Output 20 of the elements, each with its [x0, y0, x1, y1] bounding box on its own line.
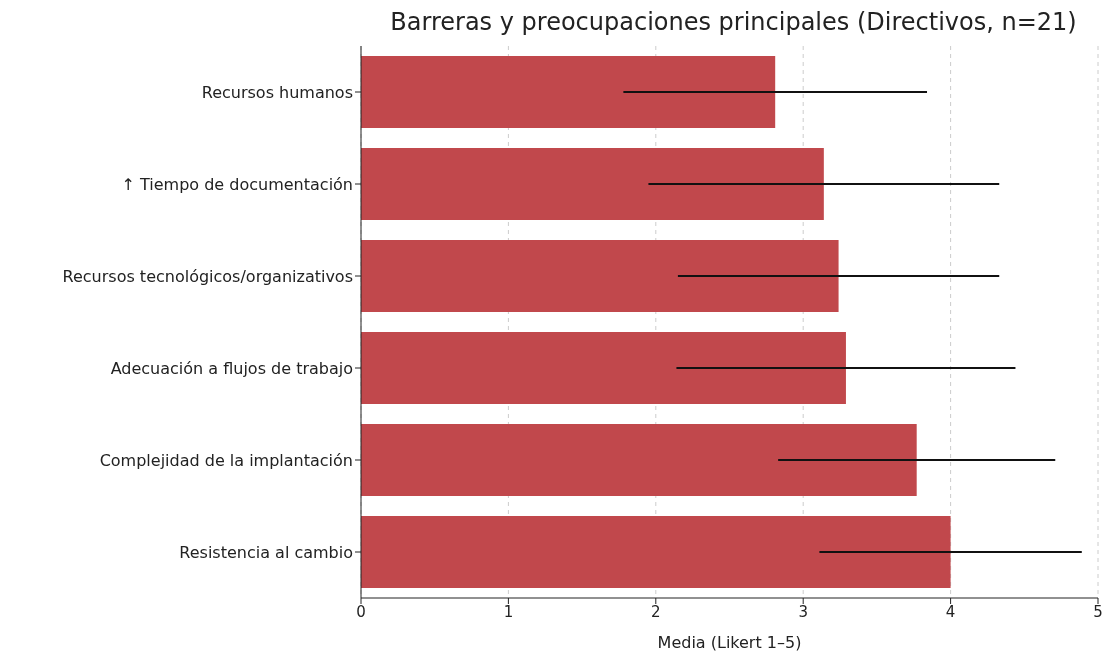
- bar: [361, 148, 824, 221]
- bar: [361, 332, 846, 405]
- y-tick-label: Recursos tecnológicos/organizativos: [62, 266, 353, 286]
- bar: [361, 240, 839, 313]
- x-tick-label: 5: [1093, 602, 1103, 621]
- x-tick-label: 2: [651, 602, 661, 621]
- bar: [361, 56, 776, 129]
- x-tick-label: 0: [356, 602, 366, 621]
- bar: [361, 424, 917, 497]
- y-tick-label: Resistencia al cambio: [179, 542, 353, 562]
- chart-title: Barreras y preocupaciones principales (Directivos, n=21): [389, 8, 1078, 38]
- x-tick-label: 4: [945, 602, 956, 621]
- y-tick-label: ↑ Tiempo de documentación: [121, 174, 353, 194]
- y-tick-label: Adecuación a flujos de trabajo: [110, 358, 353, 378]
- bar: [361, 516, 951, 589]
- x-axis-title: Media (Likert 1–5): [657, 633, 802, 652]
- y-tick-label: Recursos humanos: [201, 82, 353, 102]
- x-tick-label: 3: [798, 602, 808, 621]
- y-tick-label: Complejidad de la implantación: [99, 450, 353, 470]
- x-tick-label: 1: [503, 602, 514, 621]
